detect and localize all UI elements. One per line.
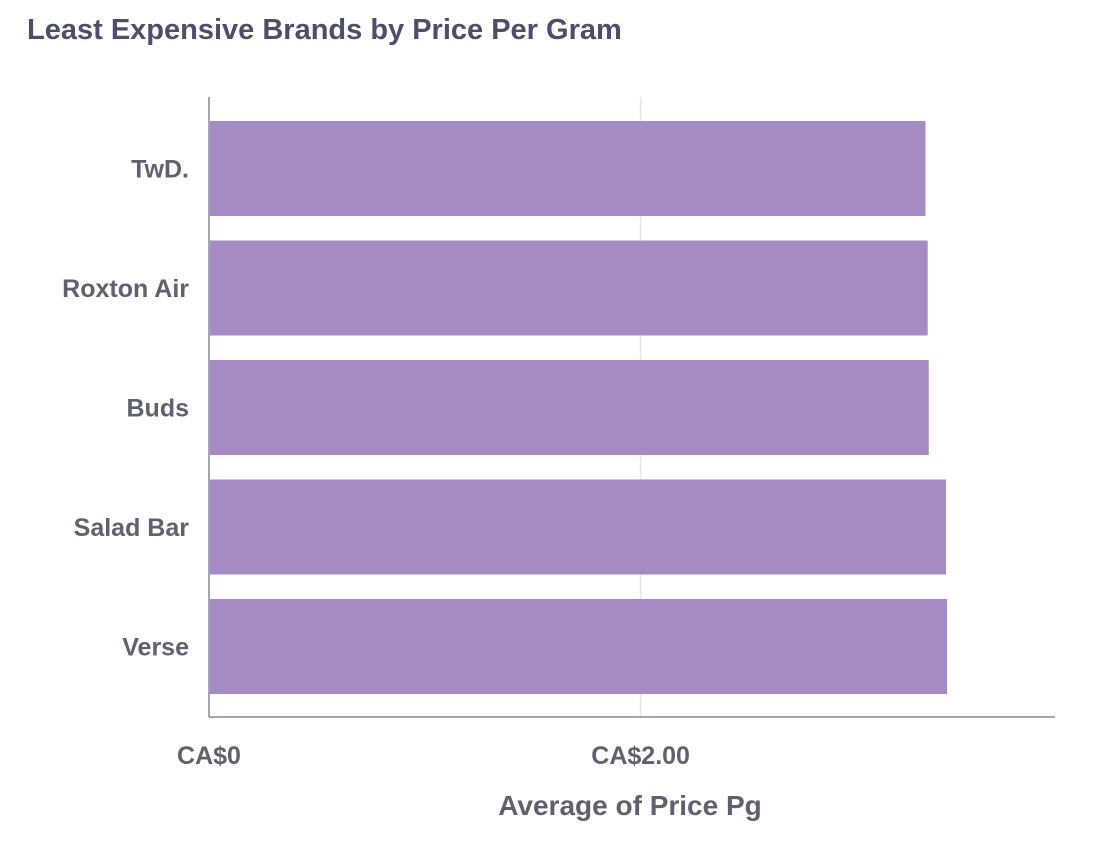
category-label-2: Buds bbox=[127, 395, 190, 423]
chart-title: Least Expensive Brands by Price Per Gram bbox=[27, 14, 622, 46]
category-label-4: Verse bbox=[122, 634, 189, 662]
category-label-1: Roxton Air bbox=[62, 275, 189, 303]
category-label-3: Salad Bar bbox=[74, 514, 190, 542]
bar-3 bbox=[209, 479, 947, 575]
bars bbox=[209, 121, 948, 694]
category-label-0: TwD. bbox=[131, 156, 189, 184]
bar-1 bbox=[209, 240, 928, 336]
x-tick-labels: CA$0 CA$2.00 bbox=[177, 742, 690, 770]
category-labels: TwD. Roxton Air Buds Salad Bar Verse bbox=[62, 156, 189, 662]
x-axis-title: Average of Price Pg bbox=[498, 790, 762, 821]
x-tick-label-1: CA$2.00 bbox=[591, 742, 690, 770]
x-tick-label-0: CA$0 bbox=[177, 742, 241, 770]
bar-0 bbox=[209, 121, 926, 216]
bar-2 bbox=[209, 360, 929, 455]
axes bbox=[208, 97, 1055, 718]
bar-4 bbox=[209, 599, 948, 694]
